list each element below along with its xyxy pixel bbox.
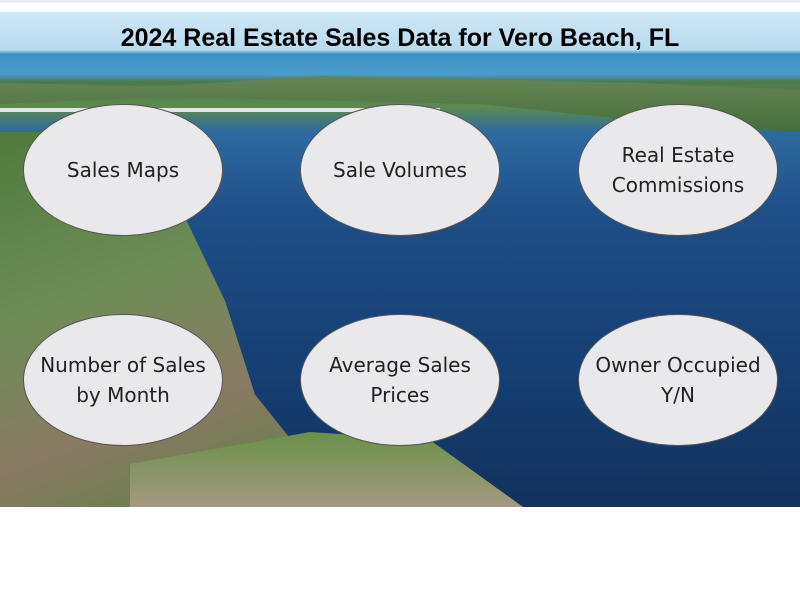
slide-title: 2024 Real Estate Sales Data for Vero Bea… [120, 24, 680, 52]
real-estate-commissions-button[interactable]: Real Estate Commissions [578, 104, 778, 236]
sale-volumes-button[interactable]: Sale Volumes [300, 104, 500, 236]
owner-occupied-button[interactable]: Owner Occupied Y/N [578, 314, 778, 446]
sales-by-month-button[interactable]: Number of Sales by Month [23, 314, 223, 446]
background-photo-bridge [0, 108, 440, 112]
top-border [0, 0, 800, 3]
sales-maps-button[interactable]: Sales Maps [23, 104, 223, 236]
average-sales-prices-button[interactable]: Average Sales Prices [300, 314, 500, 446]
slide: 2024 Real Estate Sales Data for Vero Bea… [0, 12, 800, 507]
